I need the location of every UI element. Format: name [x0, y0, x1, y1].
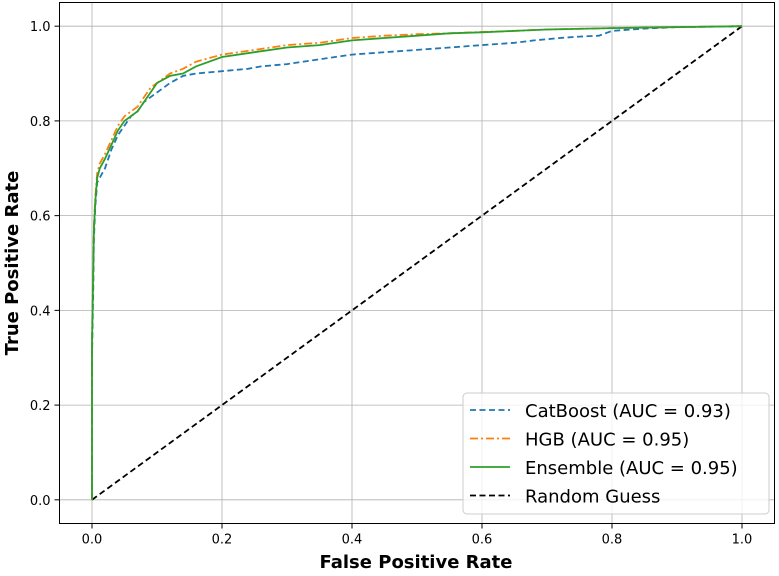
series-line-0 [91, 25, 743, 500]
y-tick-label: 1.0 [30, 20, 51, 35]
y-tick-label: 0.4 [30, 304, 51, 319]
y-tick-label: 0.6 [30, 210, 51, 225]
y-tick-label: 0.8 [30, 115, 51, 130]
x-tick-label: 0.6 [472, 533, 493, 548]
plot-frame [59, 2, 775, 524]
x-tick-label: 0.2 [212, 533, 233, 548]
x-tick-label: 0.4 [342, 533, 363, 548]
legend-box [462, 392, 770, 515]
x-tick-label: 1.0 [732, 533, 753, 548]
ticks: 0.0 0.2 0.4 0.6 0.8 1.0 0.0 0.2 0.4 0.6 0.8 1.0 [30, 20, 753, 547]
y-axis-label: True Positive Rate [2, 171, 23, 356]
legend-label: HGB (AUC = 0.95) [525, 430, 689, 451]
x-axis-label: False Positive Rate [320, 552, 513, 573]
legend: CatBoost (AUC = 0.93) HGB (AUC = 0.95) Ens… [462, 392, 770, 515]
legend-label: CatBoost (AUC = 0.93) [525, 401, 731, 422]
y-tick-label: 0.2 [30, 399, 51, 414]
legend-label: Ensemble (AUC = 0.95) [525, 458, 738, 479]
legend-label: Random Guess [525, 487, 660, 508]
grid [59, 2, 775, 524]
y-tick-label: 0.0 [30, 494, 51, 509]
x-tick-label: 0.0 [82, 533, 103, 548]
series-layer [91, 25, 743, 501]
series-line-2 [91, 25, 743, 500]
x-tick-label: 0.8 [602, 533, 623, 548]
series-line-3 [91, 25, 743, 501]
